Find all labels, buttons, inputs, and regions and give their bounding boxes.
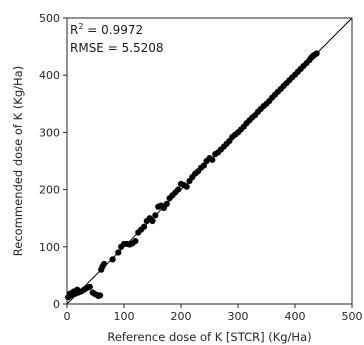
y-tick-label: 400: [39, 69, 60, 82]
y-tick-label: 0: [53, 298, 60, 311]
data-point: [183, 183, 190, 190]
x-tick-label: 0: [64, 310, 71, 323]
x-tick-label: 300: [228, 310, 249, 323]
rmse-annotation: RMSE = 5.5208: [70, 41, 164, 55]
data-point: [152, 212, 159, 219]
x-axis-label: Reference dose of K [STCR] (Kg/Ha): [107, 330, 311, 344]
x-tick-label: 500: [342, 310, 363, 323]
data-point: [163, 200, 170, 207]
data-point: [100, 260, 108, 268]
y-tick-label: 500: [39, 12, 60, 25]
data-point: [115, 249, 122, 256]
x-tick-label: 200: [171, 310, 192, 323]
data-point: [109, 256, 116, 263]
y-tick-label: 200: [39, 184, 60, 197]
data-point: [140, 223, 148, 230]
r-squared-value: = 0.9972: [83, 23, 143, 37]
data-points-layer: [65, 50, 320, 301]
y-tick-label: 100: [39, 241, 60, 254]
x-tick-label: 400: [285, 310, 306, 323]
y-tick-label: 300: [39, 126, 60, 139]
r-squared-superscript: 2: [78, 22, 83, 31]
x-tick-label: 100: [114, 310, 135, 323]
data-point: [149, 217, 156, 225]
r-squared-annotation: R2 = 0.9972: [70, 22, 143, 37]
r-squared-prefix: R: [70, 23, 78, 37]
data-point: [96, 292, 104, 299]
data-point: [313, 50, 320, 57]
plot-frame: [66, 17, 353, 305]
data-point: [86, 283, 93, 290]
x-axis-ticks: 0 100 200 300 400 500: [64, 304, 363, 323]
data-point: [200, 162, 207, 169]
data-point: [132, 237, 139, 245]
y-axis-ticks: 0 100 200 300 400 500: [39, 12, 67, 311]
data-point: [209, 156, 216, 163]
y-axis-label: Recommended dose of K (Kg/Ha): [11, 66, 25, 256]
data-point: [175, 186, 182, 193]
